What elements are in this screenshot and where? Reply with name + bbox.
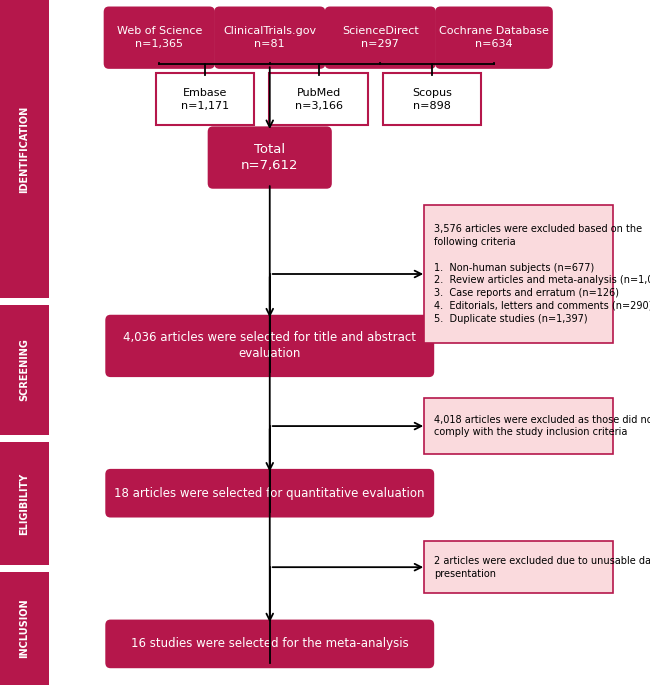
- Bar: [0, 305, 49, 435]
- Text: 16 studies were selected for the meta-analysis: 16 studies were selected for the meta-an…: [131, 638, 409, 650]
- FancyBboxPatch shape: [270, 73, 368, 125]
- FancyBboxPatch shape: [208, 127, 332, 188]
- FancyBboxPatch shape: [424, 541, 614, 593]
- Bar: [0, 442, 49, 565]
- Text: Total
n=7,612: Total n=7,612: [241, 143, 298, 172]
- Text: ClinicalTrials.gov
n=81: ClinicalTrials.gov n=81: [223, 27, 317, 49]
- Text: 4,036 articles were selected for title and abstract
evaluation: 4,036 articles were selected for title a…: [124, 332, 416, 360]
- Bar: [0, 572, 49, 685]
- Text: Embase
n=1,171: Embase n=1,171: [181, 88, 229, 110]
- Text: IDENTIFICATION: IDENTIFICATION: [20, 105, 29, 192]
- FancyBboxPatch shape: [324, 7, 436, 69]
- Text: PubMed
n=3,166: PubMed n=3,166: [294, 88, 343, 110]
- Text: ELIGIBILITY: ELIGIBILITY: [20, 473, 29, 534]
- FancyBboxPatch shape: [424, 399, 614, 453]
- FancyBboxPatch shape: [155, 73, 254, 125]
- Text: Web of Science
n=1,365: Web of Science n=1,365: [116, 27, 202, 49]
- FancyBboxPatch shape: [105, 619, 434, 669]
- Text: INCLUSION: INCLUSION: [20, 599, 29, 658]
- FancyBboxPatch shape: [214, 7, 325, 69]
- FancyBboxPatch shape: [105, 315, 434, 377]
- Text: Cochrane Database
n=634: Cochrane Database n=634: [439, 27, 549, 49]
- Text: ScienceDirect
n=297: ScienceDirect n=297: [342, 27, 419, 49]
- FancyBboxPatch shape: [384, 73, 481, 125]
- FancyBboxPatch shape: [436, 7, 552, 69]
- FancyBboxPatch shape: [105, 469, 434, 518]
- FancyBboxPatch shape: [103, 7, 214, 69]
- Text: 3,576 articles were excluded based on the
following criteria

1.  Non-human subj: 3,576 articles were excluded based on th…: [434, 224, 650, 324]
- Text: 4,018 articles were excluded as those did not
comply with the study inclusion cr: 4,018 articles were excluded as those di…: [434, 414, 650, 438]
- Text: 18 articles were selected for quantitative evaluation: 18 articles were selected for quantitati…: [114, 487, 425, 499]
- Bar: [0, 0, 49, 298]
- Text: Scopus
n=898: Scopus n=898: [412, 88, 452, 110]
- Text: 2 articles were excluded due to unusable data
presentation: 2 articles were excluded due to unusable…: [434, 556, 650, 579]
- FancyBboxPatch shape: [424, 206, 614, 343]
- Text: SCREENING: SCREENING: [20, 338, 29, 401]
